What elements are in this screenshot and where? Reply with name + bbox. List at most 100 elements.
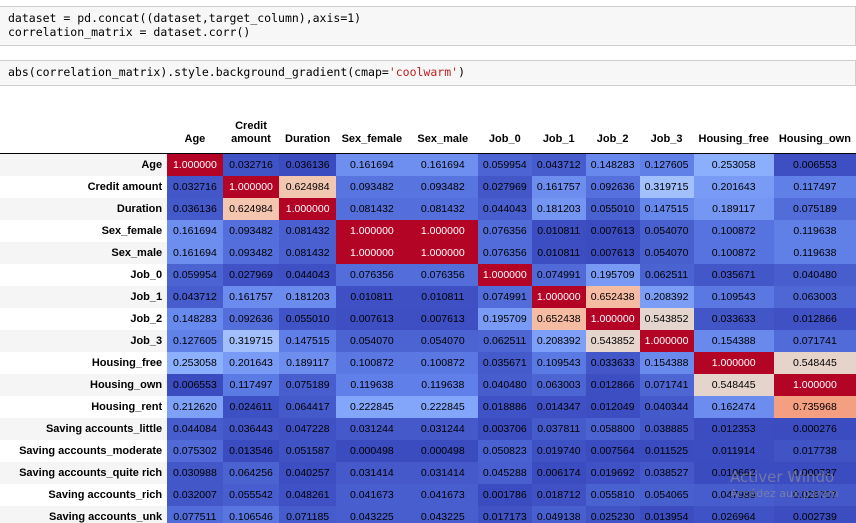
row-header: Sex_female bbox=[0, 220, 168, 242]
correlation-cell: 0.007613 bbox=[585, 220, 640, 242]
correlation-cell: 0.007564 bbox=[585, 440, 640, 462]
correlation-cell: 0.543852 bbox=[639, 308, 694, 330]
correlation-cell: 0.319715 bbox=[222, 330, 280, 352]
correlation-cell: 0.006553 bbox=[773, 153, 856, 176]
correlation-cell: 0.127605 bbox=[167, 330, 223, 352]
code-cell-concat[interactable]: dataset = pd.concat((dataset,target_colu… bbox=[0, 6, 856, 46]
correlation-cell: 0.076356 bbox=[335, 264, 408, 286]
correlation-cell: 0.031414 bbox=[335, 462, 408, 484]
column-header: Job_1 bbox=[531, 100, 586, 154]
correlation-cell: 0.074991 bbox=[531, 264, 586, 286]
correlation-cell: 0.161757 bbox=[222, 286, 280, 308]
correlation-cell: 0.010811 bbox=[407, 286, 478, 308]
correlation-cell: 0.319715 bbox=[639, 176, 694, 198]
correlation-cell: 0.076356 bbox=[477, 220, 532, 242]
row-header: Job_1 bbox=[0, 286, 168, 308]
correlation-cell: 0.195709 bbox=[477, 308, 532, 330]
correlation-cell: 0.036443 bbox=[222, 418, 280, 440]
column-header: Job_3 bbox=[639, 100, 694, 154]
correlation-cell: 0.093482 bbox=[222, 220, 280, 242]
correlation-cell: 0.054070 bbox=[335, 330, 408, 352]
code-cell-gradient[interactable]: abs(correlation_matrix).style.background… bbox=[0, 60, 856, 86]
correlation-cell: 0.038885 bbox=[639, 418, 694, 440]
code-text-suffix: ) bbox=[458, 65, 465, 79]
correlation-cell: 0.161694 bbox=[335, 153, 408, 176]
correlation-cell: 0.002739 bbox=[773, 506, 856, 523]
correlation-cell: 0.010811 bbox=[531, 220, 586, 242]
correlation-cell: 0.212620 bbox=[167, 396, 223, 418]
correlation-cell: 0.040257 bbox=[279, 462, 336, 484]
column-header: Housing_free bbox=[693, 100, 774, 154]
correlation-cell: 0.047989 bbox=[693, 484, 774, 506]
row-header: Housing_own bbox=[0, 374, 168, 396]
correlation-cell: 0.025230 bbox=[585, 506, 640, 523]
row-header: Sex_male bbox=[0, 242, 168, 264]
correlation-cell: 0.013954 bbox=[639, 506, 694, 523]
correlation-cell: 1.000000 bbox=[407, 242, 478, 264]
correlation-cell: 0.000498 bbox=[335, 440, 408, 462]
correlation-cell: 0.162474 bbox=[693, 396, 774, 418]
correlation-cell: 0.037811 bbox=[531, 418, 586, 440]
correlation-cell: 0.222845 bbox=[335, 396, 408, 418]
correlation-cell: 0.075189 bbox=[773, 198, 856, 220]
correlation-cell: 0.109543 bbox=[693, 286, 774, 308]
code-text-prefix: abs(correlation_matrix).style.background… bbox=[8, 65, 389, 79]
table-header-row: Age Credit amount Duration Sex_female Sex_ma… bbox=[0, 100, 856, 154]
correlation-cell: 0.189117 bbox=[693, 198, 774, 220]
correlation-cell: 1.000000 bbox=[773, 374, 856, 396]
correlation-cell: 0.624984 bbox=[279, 176, 336, 198]
correlation-cell: 0.050823 bbox=[477, 440, 532, 462]
correlation-cell: 0.119638 bbox=[773, 220, 856, 242]
correlation-cell: 0.062511 bbox=[477, 330, 532, 352]
correlation-cell: 0.054070 bbox=[407, 330, 478, 352]
correlation-cell: 0.117497 bbox=[222, 374, 280, 396]
correlation-cell: 0.010811 bbox=[335, 286, 408, 308]
correlation-cell: 0.036136 bbox=[279, 153, 336, 176]
correlation-cell: 0.051587 bbox=[279, 440, 336, 462]
correlation-cell: 0.548445 bbox=[773, 352, 856, 374]
correlation-cell: 0.109543 bbox=[531, 352, 586, 374]
correlation-cell: 0.161694 bbox=[407, 153, 478, 176]
correlation-cell: 0.735968 bbox=[773, 396, 856, 418]
correlation-cell: 1.000000 bbox=[222, 176, 280, 198]
code-line-concat: dataset = pd.concat((dataset,target_colu… bbox=[8, 11, 362, 25]
correlation-cell: 0.093482 bbox=[335, 176, 408, 198]
correlation-cell: 0.031414 bbox=[407, 462, 478, 484]
correlation-cell: 0.100872 bbox=[335, 352, 408, 374]
correlation-cell: 0.003706 bbox=[477, 418, 532, 440]
correlation-cell: 0.148283 bbox=[585, 153, 640, 176]
activation-watermark-subtitle: Accédez aux param bbox=[730, 487, 839, 500]
column-header: Job_2 bbox=[585, 100, 640, 154]
correlation-cell: 0.201643 bbox=[693, 176, 774, 198]
correlation-cell: 0.147515 bbox=[279, 330, 336, 352]
row-header: Duration bbox=[0, 198, 168, 220]
correlation-cell: 1.000000 bbox=[585, 308, 640, 330]
row-header: Saving accounts_moderate bbox=[0, 440, 168, 462]
correlation-cell: 0.201643 bbox=[222, 352, 280, 374]
correlation-cell: 0.006553 bbox=[167, 374, 223, 396]
correlation-cell: 0.054070 bbox=[639, 220, 694, 242]
correlation-cell: 0.044084 bbox=[167, 418, 223, 440]
correlation-cell: 1.000000 bbox=[335, 220, 408, 242]
correlation-cell: 0.071741 bbox=[773, 330, 856, 352]
table-row: Job_2 0.148283 0.092636 0.055010 0.007613 0.0… bbox=[0, 308, 856, 330]
correlation-cell: 0.093482 bbox=[407, 176, 478, 198]
correlation-cell: 0.033633 bbox=[585, 352, 640, 374]
table-row: Sex_male 0.161694 0.093482 0.081432 1.000000… bbox=[0, 242, 856, 264]
correlation-cell: 0.081432 bbox=[279, 220, 336, 242]
correlation-cell: 1.000000 bbox=[167, 153, 223, 176]
correlation-cell: 0.032716 bbox=[167, 176, 223, 198]
correlation-cell: 0.012866 bbox=[773, 308, 856, 330]
correlation-cell: 0.059954 bbox=[477, 153, 532, 176]
correlation-cell: 0.024611 bbox=[222, 396, 280, 418]
correlation-cell: 0.127605 bbox=[639, 153, 694, 176]
correlation-cell: 0.081432 bbox=[279, 242, 336, 264]
correlation-cell: 0.007613 bbox=[335, 308, 408, 330]
code-line-corr: correlation_matrix = dataset.corr() bbox=[8, 25, 251, 39]
correlation-cell: 0.055542 bbox=[222, 484, 280, 506]
column-header: Sex_male bbox=[407, 100, 478, 154]
correlation-cell: 0.092636 bbox=[585, 176, 640, 198]
correlation-cell: 0.047228 bbox=[279, 418, 336, 440]
correlation-cell: 1.000000 bbox=[531, 286, 586, 308]
correlation-cell: 0.001786 bbox=[477, 484, 532, 506]
